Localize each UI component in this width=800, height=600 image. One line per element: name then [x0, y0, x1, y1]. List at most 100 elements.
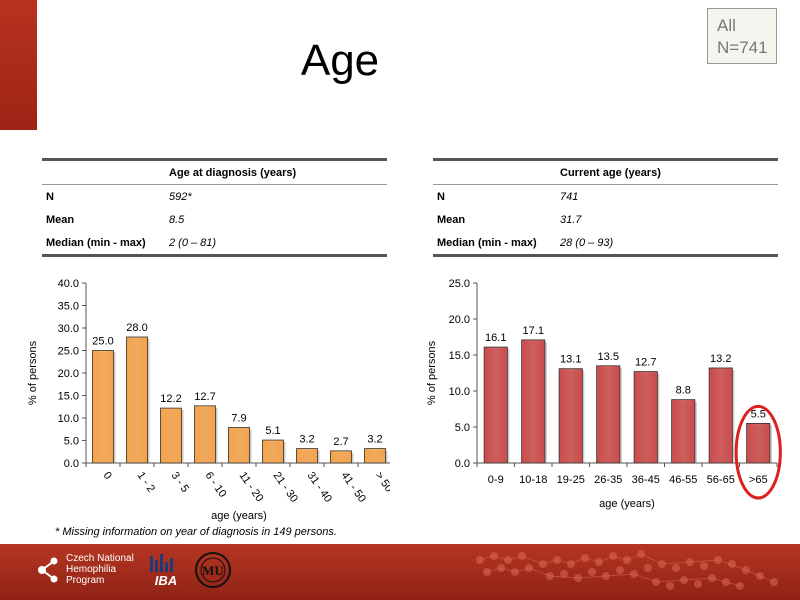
- bar: [228, 427, 250, 464]
- x-tick-label: 10-18: [519, 474, 547, 486]
- data-label: 28.0: [126, 322, 147, 334]
- data-label: 17.1: [523, 325, 544, 337]
- x-tick-label: 0: [101, 470, 114, 482]
- data-label: 2.7: [333, 436, 348, 448]
- corner-accent: [0, 0, 37, 130]
- bar: [160, 407, 182, 464]
- row-label: N: [46, 190, 54, 203]
- current-table-header: Current age (years): [556, 158, 778, 185]
- y-tick-label: 20.0: [449, 314, 470, 326]
- data-label: 13.5: [598, 351, 619, 363]
- y-tick-label: 30.0: [58, 323, 79, 335]
- y-tick-label: 10.0: [58, 413, 79, 425]
- x-tick-label: 3 - 5: [169, 470, 191, 495]
- row-label: Mean: [437, 213, 466, 226]
- x-axis-label: age (years): [211, 510, 267, 522]
- data-label: 8.8: [676, 385, 691, 397]
- x-tick-label: 31 - 40: [305, 470, 334, 505]
- bar: [708, 367, 733, 464]
- x-tick-label: 41 - 50: [339, 470, 368, 505]
- org-line: Hemophilia: [66, 564, 117, 575]
- row-value: 741: [560, 190, 579, 203]
- row-label: Mean: [46, 213, 75, 226]
- x-axis-label: age (years): [599, 498, 655, 510]
- slide-title: Age: [300, 36, 380, 85]
- data-label: 5.1: [265, 425, 280, 437]
- y-tick-label: 35.0: [58, 301, 79, 313]
- x-tick-label: 19-25: [557, 474, 585, 486]
- bar: [296, 448, 318, 464]
- y-tick-label: 5.0: [64, 436, 79, 448]
- data-label: 12.7: [194, 391, 215, 403]
- decorative-dots-icon: [476, 550, 778, 590]
- y-axis-label: % of persons: [27, 340, 39, 405]
- row-value: 8.5: [169, 213, 185, 226]
- bar: [92, 350, 114, 464]
- y-tick-label: 25.0: [449, 278, 470, 290]
- data-label: 13.2: [710, 353, 731, 365]
- y-tick-label: 25.0: [58, 346, 79, 358]
- x-tick-label: 1 - 2: [135, 470, 157, 495]
- x-tick-label: 56-65: [707, 474, 735, 486]
- diagnosis-age-table: Age at diagnosis (years) N 592* Mean 8.5 M…: [42, 158, 387, 257]
- x-tick-label: 26-35: [594, 474, 622, 486]
- row-label: N: [437, 190, 445, 203]
- data-label: 3.2: [367, 434, 382, 446]
- current-age-table: Current age (years) N 741 Mean 31.7 Median…: [433, 158, 778, 257]
- bar: [262, 439, 284, 464]
- x-tick-label: 46-55: [669, 474, 697, 486]
- current-age-chart: 0.0 5.0 10.0 15.0 20.0 25.0 16.1 0-9 17.1 10-18 13…: [426, 278, 782, 510]
- bar: [746, 422, 771, 464]
- y-tick-label: 20.0: [58, 368, 79, 380]
- bar: [483, 346, 508, 464]
- iba-logo-icon: IBA: [150, 554, 177, 588]
- diagnosis-table-header: Age at diagnosis (years): [165, 158, 387, 185]
- row-value: 592*: [169, 190, 192, 203]
- data-label: 5.5: [751, 408, 766, 420]
- data-label: 16.1: [485, 332, 506, 344]
- bar: [596, 365, 621, 464]
- bar: [194, 405, 216, 464]
- data-label: 3.2: [299, 434, 314, 446]
- y-tick-label: 15.0: [449, 350, 470, 362]
- iba-label: IBA: [155, 573, 177, 588]
- x-tick-label: 6 - 10: [203, 470, 229, 500]
- row-label: Median (min - max): [433, 231, 556, 257]
- x-tick-label: 0-9: [488, 474, 504, 486]
- x-tick-label: > 50: [373, 470, 390, 495]
- y-tick-label: 10.0: [449, 386, 470, 398]
- diagnosis-age-chart: 0.0 5.0 10.0 15.0 20.0 25.0 30.0 35.0 40.0 25.0 0 2…: [27, 278, 390, 522]
- data-label: 12.2: [160, 393, 181, 405]
- org-name: Czech National Hemophilia Program: [66, 553, 134, 586]
- university-seal-icon: MU: [195, 552, 231, 588]
- bar: [521, 339, 546, 464]
- y-tick-label: 5.0: [455, 422, 470, 434]
- x-tick-label: 36-45: [632, 474, 660, 486]
- row-value: 2 (0 – 81): [165, 231, 387, 257]
- row-value: 28 (0 – 93): [556, 231, 778, 257]
- y-tick-label: 40.0: [58, 278, 79, 290]
- highlight-ring: [734, 404, 782, 500]
- org-line: Czech National: [66, 553, 134, 564]
- org-line: Program: [66, 575, 105, 586]
- data-label: 13.1: [560, 354, 581, 366]
- x-tick-label: >65: [749, 474, 768, 486]
- bar: [633, 371, 658, 464]
- data-label: 7.9: [231, 412, 246, 424]
- row-value: 31.7: [560, 213, 582, 226]
- sample-badge: All N=741: [707, 8, 777, 64]
- data-label: 25.0: [92, 336, 113, 348]
- bar: [126, 336, 148, 464]
- x-tick-label: 21 - 30: [271, 470, 300, 505]
- x-tick-label: 11 - 20: [237, 470, 266, 504]
- row-label: Median (min - max): [42, 231, 165, 257]
- badge-line-2: N=741: [717, 38, 768, 57]
- bar: [364, 448, 386, 464]
- footer-bar: [0, 544, 800, 600]
- badge-line-1: All: [717, 16, 736, 35]
- data-label: 12.7: [635, 357, 656, 369]
- bar: [330, 450, 352, 464]
- y-tick-label: 0.0: [64, 458, 79, 470]
- bar: [671, 399, 696, 464]
- bar: [558, 368, 583, 464]
